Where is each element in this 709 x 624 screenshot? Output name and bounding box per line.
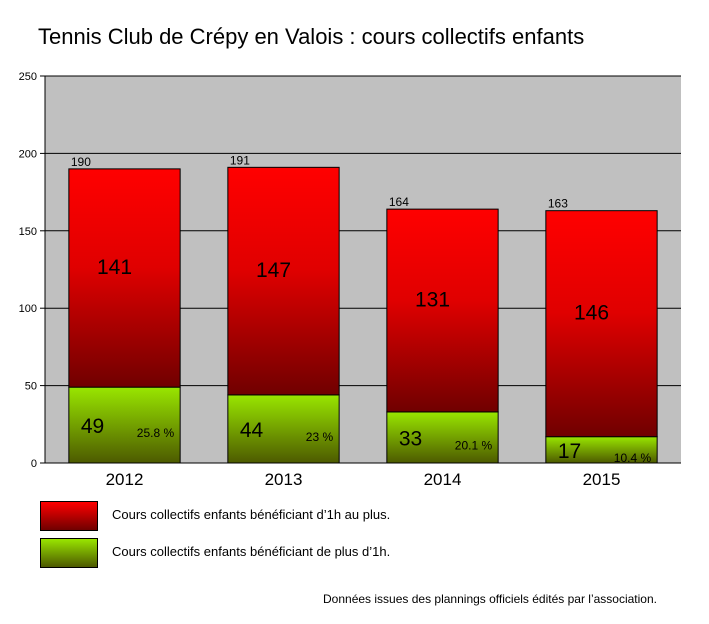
x-tick-label: 2015	[583, 470, 621, 489]
value-label-long-courses: 44	[240, 419, 264, 442]
value-label-long-courses: 49	[81, 415, 104, 438]
bar-segment-short-courses	[386, 208, 499, 413]
y-tick-label: 250	[19, 71, 37, 83]
x-axis: 2012 2013 2014 2015	[45, 462, 681, 489]
value-label-short-courses: 131	[415, 289, 450, 312]
value-label-long-courses: 17	[558, 440, 581, 463]
x-tick-label: 2012	[106, 470, 144, 489]
bar-segment-short-courses	[545, 210, 658, 438]
bar-segment-long-courses	[227, 394, 340, 464]
y-tick-label: 150	[19, 226, 37, 238]
stacked-bar-chart: 0 50 100 150 200 250 190 141 49 25.8 % 191 147 44 23…	[19, 71, 681, 489]
source-note: Données issues des plannings officiels é…	[323, 592, 657, 606]
y-tick-label: 0	[31, 458, 37, 470]
y-tick-label: 50	[25, 381, 37, 393]
legend-label-long-courses: Cours collectifs enfants bénéficiant de …	[112, 544, 391, 559]
percent-label: 10.4 %	[614, 451, 652, 465]
legend-swatch-green	[40, 538, 98, 568]
bars: 190 141 49 25.8 % 191 147 44 23 % 164 131 33 20.1 %…	[68, 153, 658, 465]
y-axis: 0 50 100 150 200 250	[19, 71, 46, 470]
legend-label-short-courses: Cours collectifs enfants bénéficiant d’1…	[112, 507, 391, 522]
legend-swatch-red	[40, 501, 98, 531]
value-label-short-courses: 146	[574, 302, 609, 325]
value-label-short-courses: 147	[256, 259, 291, 282]
x-tick-label: 2014	[424, 470, 462, 489]
total-label: 164	[389, 195, 409, 209]
total-label: 163	[548, 197, 568, 211]
value-label-short-courses: 141	[97, 256, 132, 279]
chart-title: Tennis Club de Crépy en Valois : cours c…	[38, 24, 585, 49]
x-tick-label: 2013	[265, 470, 303, 489]
total-label: 191	[230, 153, 250, 167]
bar-segment-long-courses	[386, 411, 499, 464]
bar-segment-short-courses	[227, 166, 340, 396]
y-tick-label: 200	[19, 148, 37, 160]
value-label-long-courses: 33	[399, 427, 422, 450]
percent-label: 20.1 %	[455, 438, 493, 452]
bar-segment-short-courses	[68, 168, 181, 388]
percent-label: 25.8 %	[137, 426, 175, 440]
total-label: 190	[71, 155, 91, 169]
y-tick-label: 100	[19, 303, 37, 315]
percent-label: 23 %	[306, 430, 334, 444]
